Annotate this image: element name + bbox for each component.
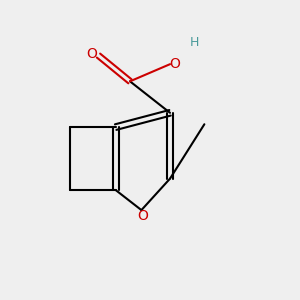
Text: O: O	[137, 209, 148, 224]
Text: O: O	[169, 57, 180, 71]
Text: H: H	[190, 36, 199, 49]
Text: O: O	[86, 47, 97, 61]
